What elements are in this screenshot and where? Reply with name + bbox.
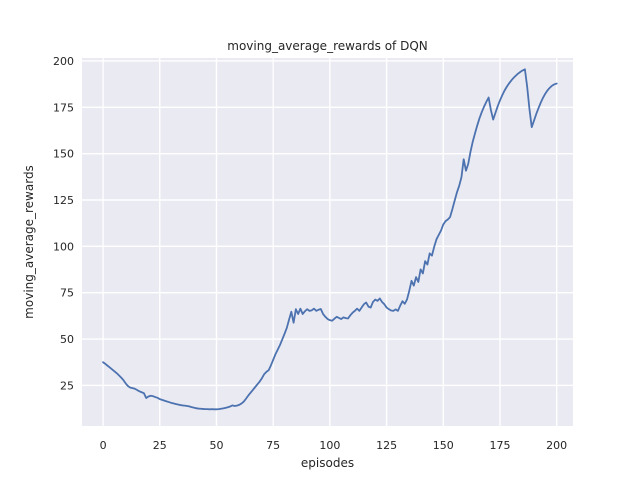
- x-tick-label: 200: [546, 439, 567, 452]
- x-tick-label: 125: [376, 439, 397, 452]
- y-tick-label: 75: [60, 287, 74, 300]
- x-tick-label: 75: [266, 439, 280, 452]
- chart-title: moving_average_rewards of DQN: [227, 39, 427, 53]
- x-axis-label: episodes: [301, 456, 354, 470]
- reward-line-group: [102, 68, 558, 411]
- y-tick-labels: 25 50 75 100 125 150 175 200: [53, 55, 74, 392]
- x-tick-label: 175: [489, 439, 510, 452]
- x-tick-label: 25: [153, 439, 167, 452]
- y-axis-label: moving_average_rewards: [22, 165, 36, 319]
- y-tick-label: 25: [60, 379, 74, 392]
- y-tick-label: 125: [53, 194, 74, 207]
- x-tick-label: 150: [433, 439, 454, 452]
- plot-area: [82, 58, 573, 426]
- y-tick-label: 200: [53, 55, 74, 68]
- x-tick-label: 50: [209, 439, 223, 452]
- y-tick-label: 50: [60, 333, 74, 346]
- x-tick-label: 100: [319, 439, 340, 452]
- y-tick-label: 175: [53, 101, 74, 114]
- y-tick-label: 150: [53, 148, 74, 161]
- y-tick-label: 100: [53, 240, 74, 253]
- reward-line: [102, 68, 558, 411]
- x-tick-label: 0: [100, 439, 107, 452]
- x-tick-labels: 0 25 50 75 100 125 150 175 200: [100, 439, 568, 452]
